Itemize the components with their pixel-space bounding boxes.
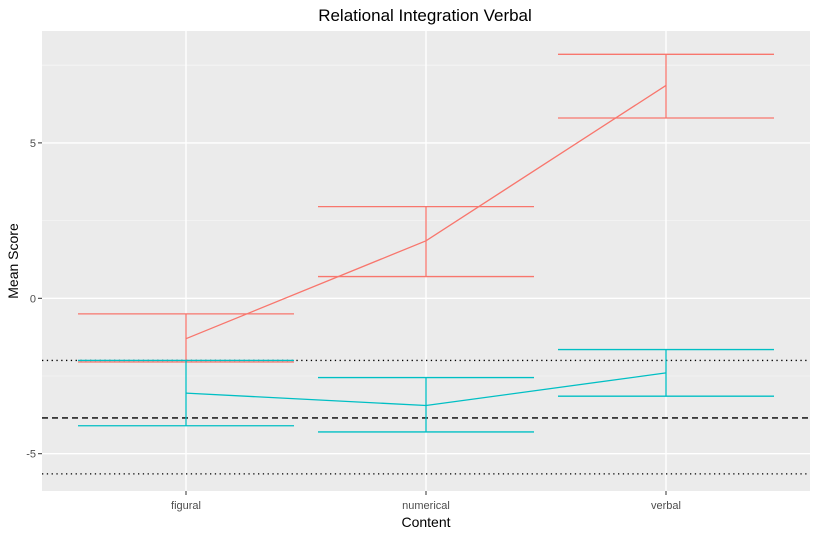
series-layer <box>78 53 774 433</box>
x-tick-label: figural <box>171 500 201 512</box>
y-axis: -5 0 5 <box>26 138 42 461</box>
x-axis: figural numerical verbal <box>171 491 681 512</box>
x-tick-label: verbal <box>651 500 681 512</box>
series-1 <box>78 53 774 363</box>
chart-title: Relational Integration Verbal <box>318 6 532 25</box>
x-tick-label: numerical <box>402 500 450 512</box>
y-tick-label: 0 <box>30 293 36 305</box>
x-axis-title: Content <box>401 514 450 530</box>
y-tick-label: -5 <box>26 449 36 461</box>
series-line <box>185 372 667 407</box>
y-axis-title: Mean Score <box>5 223 21 299</box>
series-2 <box>78 348 774 433</box>
series-line <box>185 84 667 340</box>
y-tick-label: 5 <box>30 138 36 150</box>
